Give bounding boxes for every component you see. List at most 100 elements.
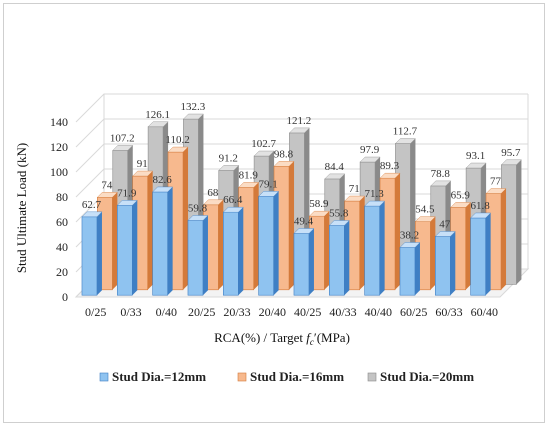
bar-top <box>308 210 330 217</box>
bar-front <box>152 191 168 296</box>
bar-top <box>253 150 275 157</box>
legend-label: Stud Dia.=12mm <box>112 369 206 384</box>
data-label: 71.9 <box>117 187 137 199</box>
data-label: 68 <box>207 187 219 199</box>
x-tick-label: 20/25 <box>188 305 215 319</box>
bar-front <box>81 216 98 296</box>
bar-side <box>147 171 153 290</box>
bar-top <box>328 220 350 226</box>
y-tick-label: 20 <box>56 265 68 279</box>
bar-side <box>414 242 420 296</box>
x-tick-label: 60/25 <box>400 305 427 319</box>
y-ticks: 0 20 40 60 80 100 120 140 <box>50 115 68 304</box>
bar-top <box>430 180 452 187</box>
bar-top <box>96 192 118 198</box>
data-label: 91 <box>137 158 148 170</box>
bar-top <box>116 200 138 206</box>
y-tick-label: 100 <box>50 165 68 179</box>
bar-side <box>218 199 224 290</box>
bar-side <box>430 216 436 290</box>
x-axis-title-main: RCA(%) / Target <box>214 330 306 345</box>
data-label: 55.8 <box>329 207 349 219</box>
bar-top <box>112 145 134 151</box>
data-label: 97.9 <box>360 144 380 156</box>
y-tick-label: 0 <box>62 290 68 304</box>
y-tick-label: 60 <box>56 215 68 229</box>
bar-top <box>288 127 310 134</box>
data-label: 110.2 <box>165 134 189 146</box>
bar-side <box>167 186 173 296</box>
data-label: 95.7 <box>501 147 521 159</box>
x-tick-label: 40/33 <box>329 305 356 319</box>
legend-label: Stud Dia.=16mm <box>250 369 344 384</box>
bar-top <box>394 138 416 144</box>
bar-top <box>434 231 456 237</box>
data-label: 102.7 <box>251 138 276 150</box>
data-label: 77 <box>490 176 502 188</box>
bar-side <box>273 191 279 296</box>
data-label: 107.2 <box>110 132 135 144</box>
bar-side <box>324 211 330 290</box>
x-tick-label: 60/33 <box>435 305 462 319</box>
bar-side <box>516 159 522 285</box>
data-label: 98.8 <box>274 148 294 160</box>
x-axis-title-units: (MPa) <box>317 330 350 345</box>
x-tick-label: 20/33 <box>223 305 250 319</box>
bar: 71.9 <box>116 187 138 296</box>
bar: 38.2 <box>399 229 421 296</box>
bars: 107.2 126.1 132.3 91.2 102.7 121.2 84.4 97.9 112… <box>81 101 522 296</box>
bar-top <box>238 182 260 188</box>
bar-top <box>132 170 154 177</box>
bar-top <box>450 202 472 208</box>
bar-front <box>364 205 380 296</box>
bar-top <box>465 162 487 169</box>
data-label: 91.2 <box>219 152 238 164</box>
bar: 66.4 <box>222 194 244 296</box>
data-label: 71 <box>349 183 360 195</box>
bar-top <box>167 146 189 153</box>
data-label: 71.3 <box>365 188 385 200</box>
data-label: 66.4 <box>223 194 243 206</box>
bar-top <box>182 113 204 120</box>
bar: 79.1 <box>258 178 280 296</box>
bar-side <box>450 231 456 296</box>
y-tick-label: 140 <box>50 115 68 129</box>
bar-top <box>202 199 224 206</box>
legend-entry: Stud Dia.=12mm <box>99 369 206 384</box>
data-label: 49.4 <box>294 215 314 227</box>
x-tick-label: 0/33 <box>120 305 141 319</box>
bar-side <box>238 207 244 296</box>
data-label: 78.8 <box>431 168 451 180</box>
bar-side <box>359 196 365 290</box>
data-label: 81.9 <box>239 169 259 181</box>
x-tick-label: 40/25 <box>294 305 321 319</box>
bar: 59.8 <box>187 202 209 296</box>
bar-top <box>258 191 280 197</box>
data-label: 132.3 <box>181 101 206 113</box>
bar-front <box>117 205 133 296</box>
bar-top <box>485 188 507 194</box>
legend-swatch <box>237 372 247 382</box>
x-tick-label: 40/40 <box>365 305 392 319</box>
bar-top <box>344 195 366 202</box>
bar-side <box>379 201 385 296</box>
y-axis-title: Stud Ultimate Load (kN) <box>14 143 29 273</box>
bar-side <box>465 202 471 290</box>
data-label: 84.4 <box>325 161 345 173</box>
bar-side <box>344 220 350 296</box>
bar-side <box>253 182 259 290</box>
data-label: 62.7 <box>82 199 102 211</box>
data-label: 74 <box>101 179 113 191</box>
bar: 55.8 <box>328 207 350 296</box>
bar-front <box>293 233 310 296</box>
bar-top <box>187 215 209 221</box>
data-label: 65.9 <box>451 189 471 201</box>
x-tick-label: 0/40 <box>156 305 177 319</box>
bar-side <box>485 212 491 296</box>
y-tick-label: 120 <box>50 140 68 154</box>
bar: 49.4 <box>293 215 315 296</box>
x-axis-title-sub: c <box>310 337 314 347</box>
y-tick-label: 40 <box>56 240 68 254</box>
bar-front <box>328 225 345 296</box>
